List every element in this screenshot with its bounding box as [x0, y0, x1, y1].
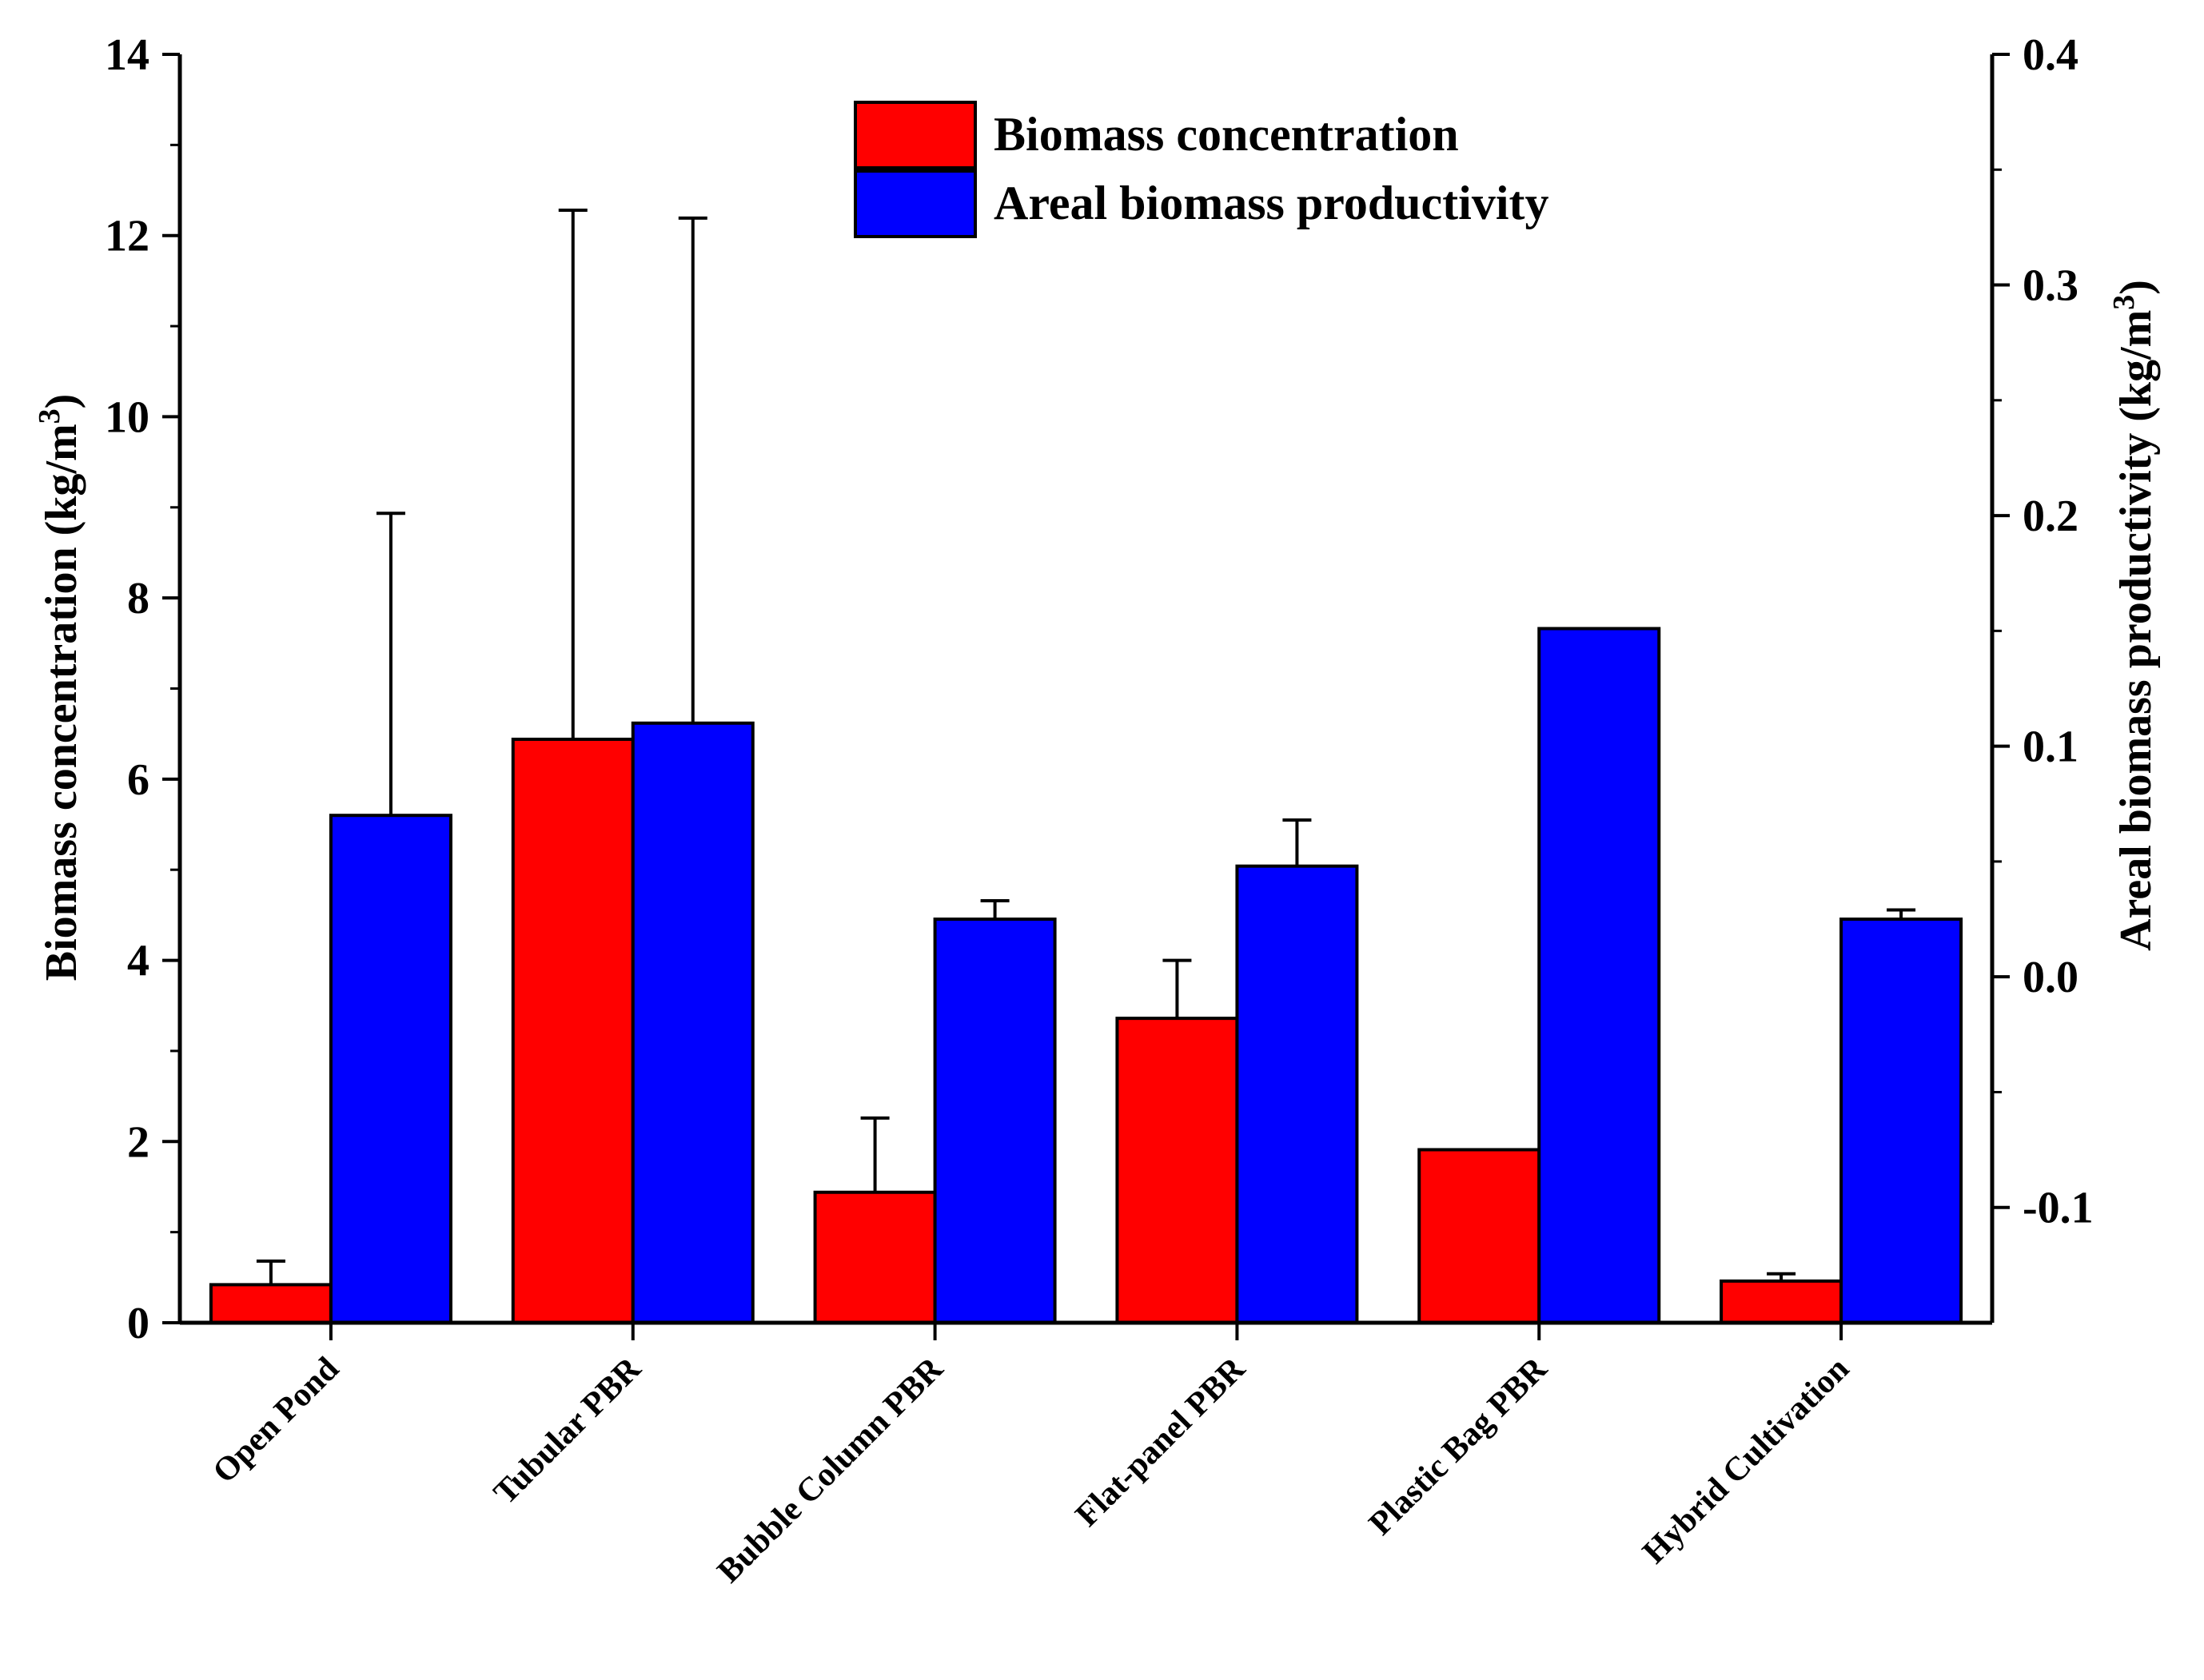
bar-biomass-concentration-2 [511, 737, 635, 1324]
y-left-tick-label: 0 [127, 1299, 149, 1348]
y-right-tick-label: 0.2 [2023, 492, 2078, 541]
y-axis-left-title: Biomass concentration (kg/m3) [33, 394, 86, 981]
bar-biomass-concentration-4 [1115, 1017, 1239, 1324]
x-tick-label: Open Pond [206, 1351, 346, 1491]
error-bars-group [256, 208, 1916, 1285]
bar-areal-biomass-productivity-1 [329, 814, 452, 1324]
legend: Biomass concentration Areal biomass prod… [854, 101, 1548, 238]
y-right-tick-label: 0.4 [2023, 30, 2078, 80]
x-tick-label: Tubular PBR [487, 1350, 648, 1511]
x-tick-label: Plastic Bag PBR [1362, 1350, 1555, 1543]
legend-swatch-areal-biomass-productivity [854, 169, 977, 238]
bars-group [209, 627, 1963, 1325]
bar-biomass-concentration-6 [1720, 1279, 1843, 1324]
y-right-tick-label: 0.3 [2023, 261, 2078, 311]
x-tick-label: Flat-panel PBR [1069, 1350, 1253, 1534]
bar-biomass-concentration-3 [813, 1190, 937, 1325]
y-right-tick-label: -0.1 [2023, 1184, 2094, 1233]
legend-swatch-biomass-concentration [854, 101, 977, 169]
y-right-tick-label: 0.0 [2023, 953, 2078, 1002]
y-left-tick-label: 10 [105, 392, 149, 442]
y-left-tick-label: 8 [127, 574, 149, 623]
bar-areal-biomass-productivity-5 [1537, 627, 1661, 1324]
bar-biomass-concentration-1 [209, 1283, 333, 1325]
axes-group: Open Pond Tubular PBR Bubble Column PBR Fla… [105, 30, 2094, 1590]
y-left-tick-label: 4 [127, 937, 149, 986]
bar-areal-biomass-productivity-3 [933, 918, 1057, 1324]
y-right-tick-label: 0.1 [2023, 723, 2078, 772]
bar-areal-biomass-productivity-2 [631, 721, 755, 1324]
legend-label-areal-biomass-productivity: Areal biomass productivity [994, 177, 1548, 229]
bar-areal-biomass-productivity-6 [1839, 918, 1963, 1324]
x-tick-label: Hybrid Cultivation [1636, 1351, 1856, 1571]
x-tick-label: Bubble Column PBR [711, 1350, 951, 1590]
y-left-tick-label: 2 [127, 1117, 149, 1167]
legend-label-biomass-concentration: Biomass concentration [994, 108, 1459, 161]
y-axis-right-title: Areal biomass productivity (kg/m3) [2107, 280, 2161, 951]
y-left-tick-label: 14 [105, 30, 149, 80]
y-left-tick-label: 6 [127, 755, 149, 805]
bar-biomass-concentration-5 [1417, 1148, 1541, 1325]
bar-areal-biomass-productivity-4 [1235, 864, 1359, 1325]
y-left-tick-label: 12 [105, 212, 149, 261]
